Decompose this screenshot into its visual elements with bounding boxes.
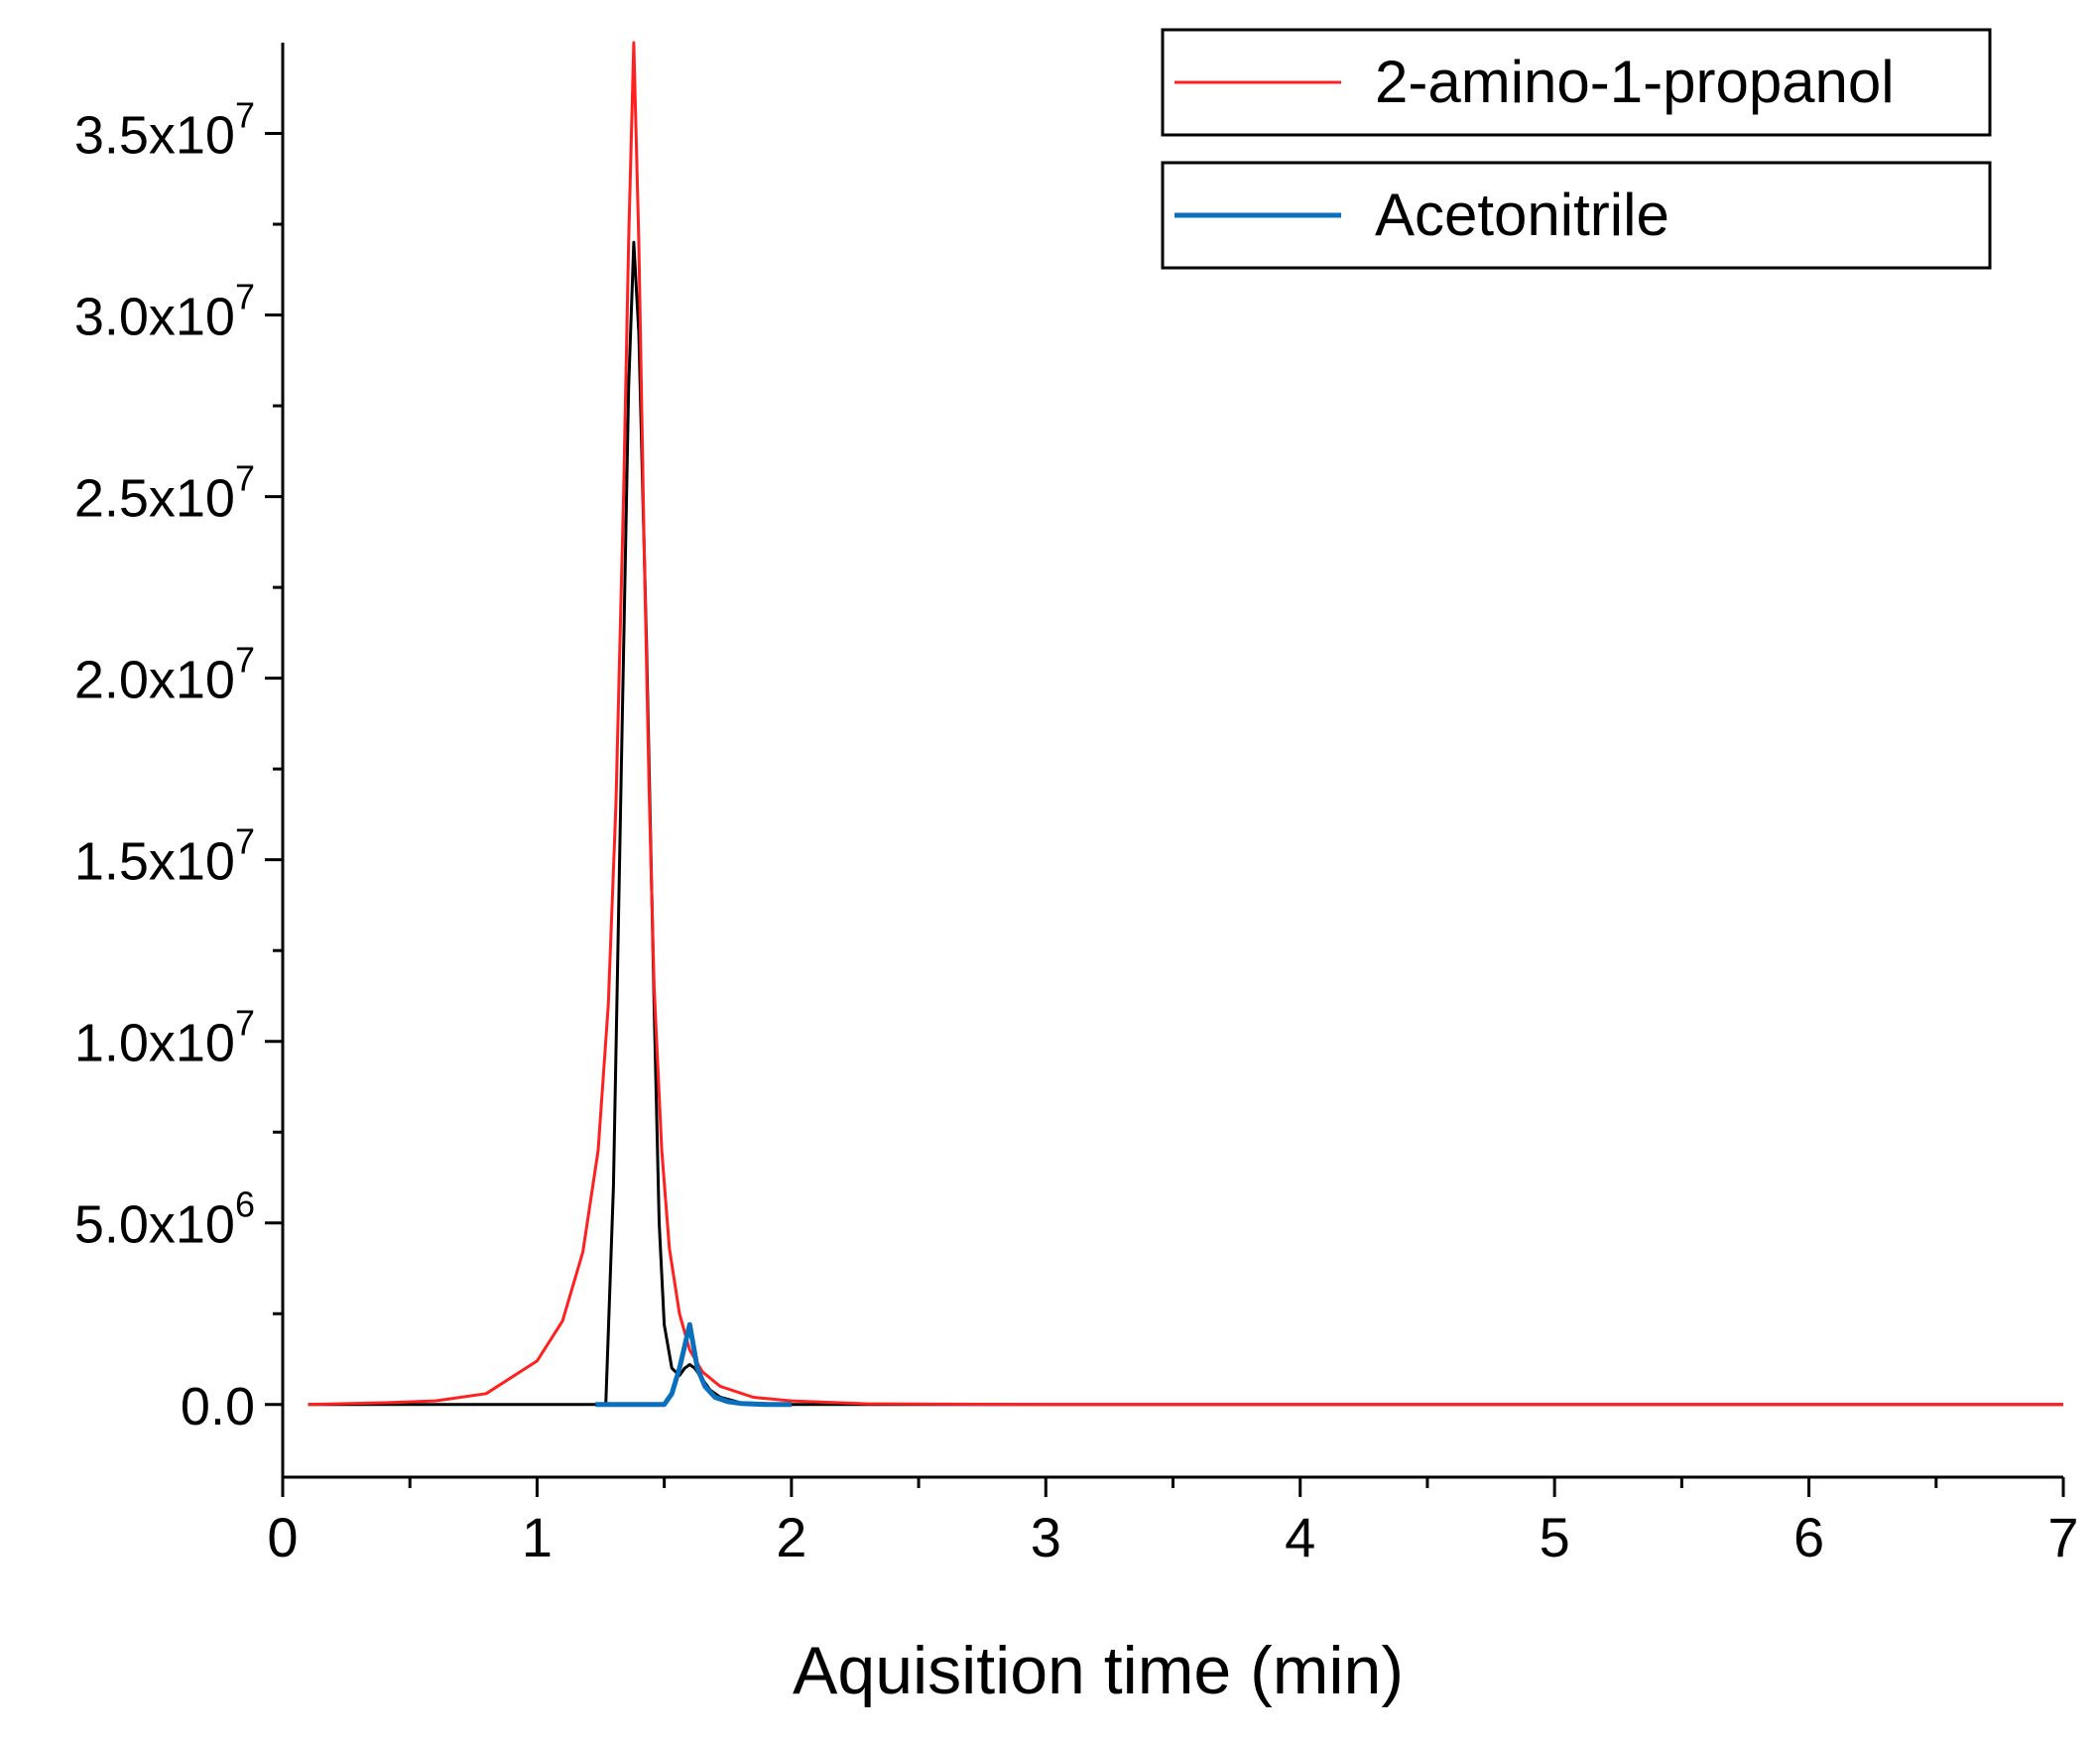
x-tick-label-3: 3 — [1031, 1506, 1061, 1568]
legend: 2-amino-1-propanol Acetonitrile — [1161, 28, 1992, 270]
plot-series — [308, 41, 2063, 1408]
x-tick-label-2: 2 — [776, 1506, 806, 1568]
y-tick-label-6: 3.0x107 — [74, 277, 255, 347]
y-tick-label-3: 1.5x107 — [74, 821, 255, 892]
series-line-unlabeled — [308, 240, 2063, 1407]
series-line-acetonitrile — [595, 1321, 792, 1408]
series-line-2-amino-1-propanol — [308, 41, 2063, 1407]
y-tick-label-5: 2.5x107 — [74, 458, 255, 529]
x-tick-label-6: 6 — [1793, 1506, 1824, 1568]
x-tick-label-5: 5 — [1540, 1506, 1570, 1568]
y-tick-label-7: 3.5x107 — [74, 95, 255, 166]
x-tick-label-4: 4 — [1285, 1506, 1315, 1568]
x-axis-title: Aquisition time (min) — [793, 1633, 1404, 1708]
y-tick-label-0: 0.0 — [181, 1377, 255, 1436]
y-tick-label-1: 5.0x106 — [74, 1184, 255, 1255]
legend-label-2-amino-1-propanol: 2-amino-1-propanol — [1375, 49, 1895, 115]
x-tick-label-0: 0 — [267, 1506, 298, 1568]
x-tick-label-1: 1 — [522, 1506, 553, 1568]
axes: 0.0 5.0x106 1.0x107 1.5x107 2.0x107 2.5x107 3.… — [74, 43, 2079, 1568]
y-tick-label-2: 1.0x107 — [74, 1003, 255, 1073]
y-tick-label-4: 2.0x107 — [74, 640, 255, 710]
x-tick-label-7: 7 — [2047, 1506, 2078, 1568]
legend-label-acetonitrile: Acetonitrile — [1375, 182, 1669, 248]
